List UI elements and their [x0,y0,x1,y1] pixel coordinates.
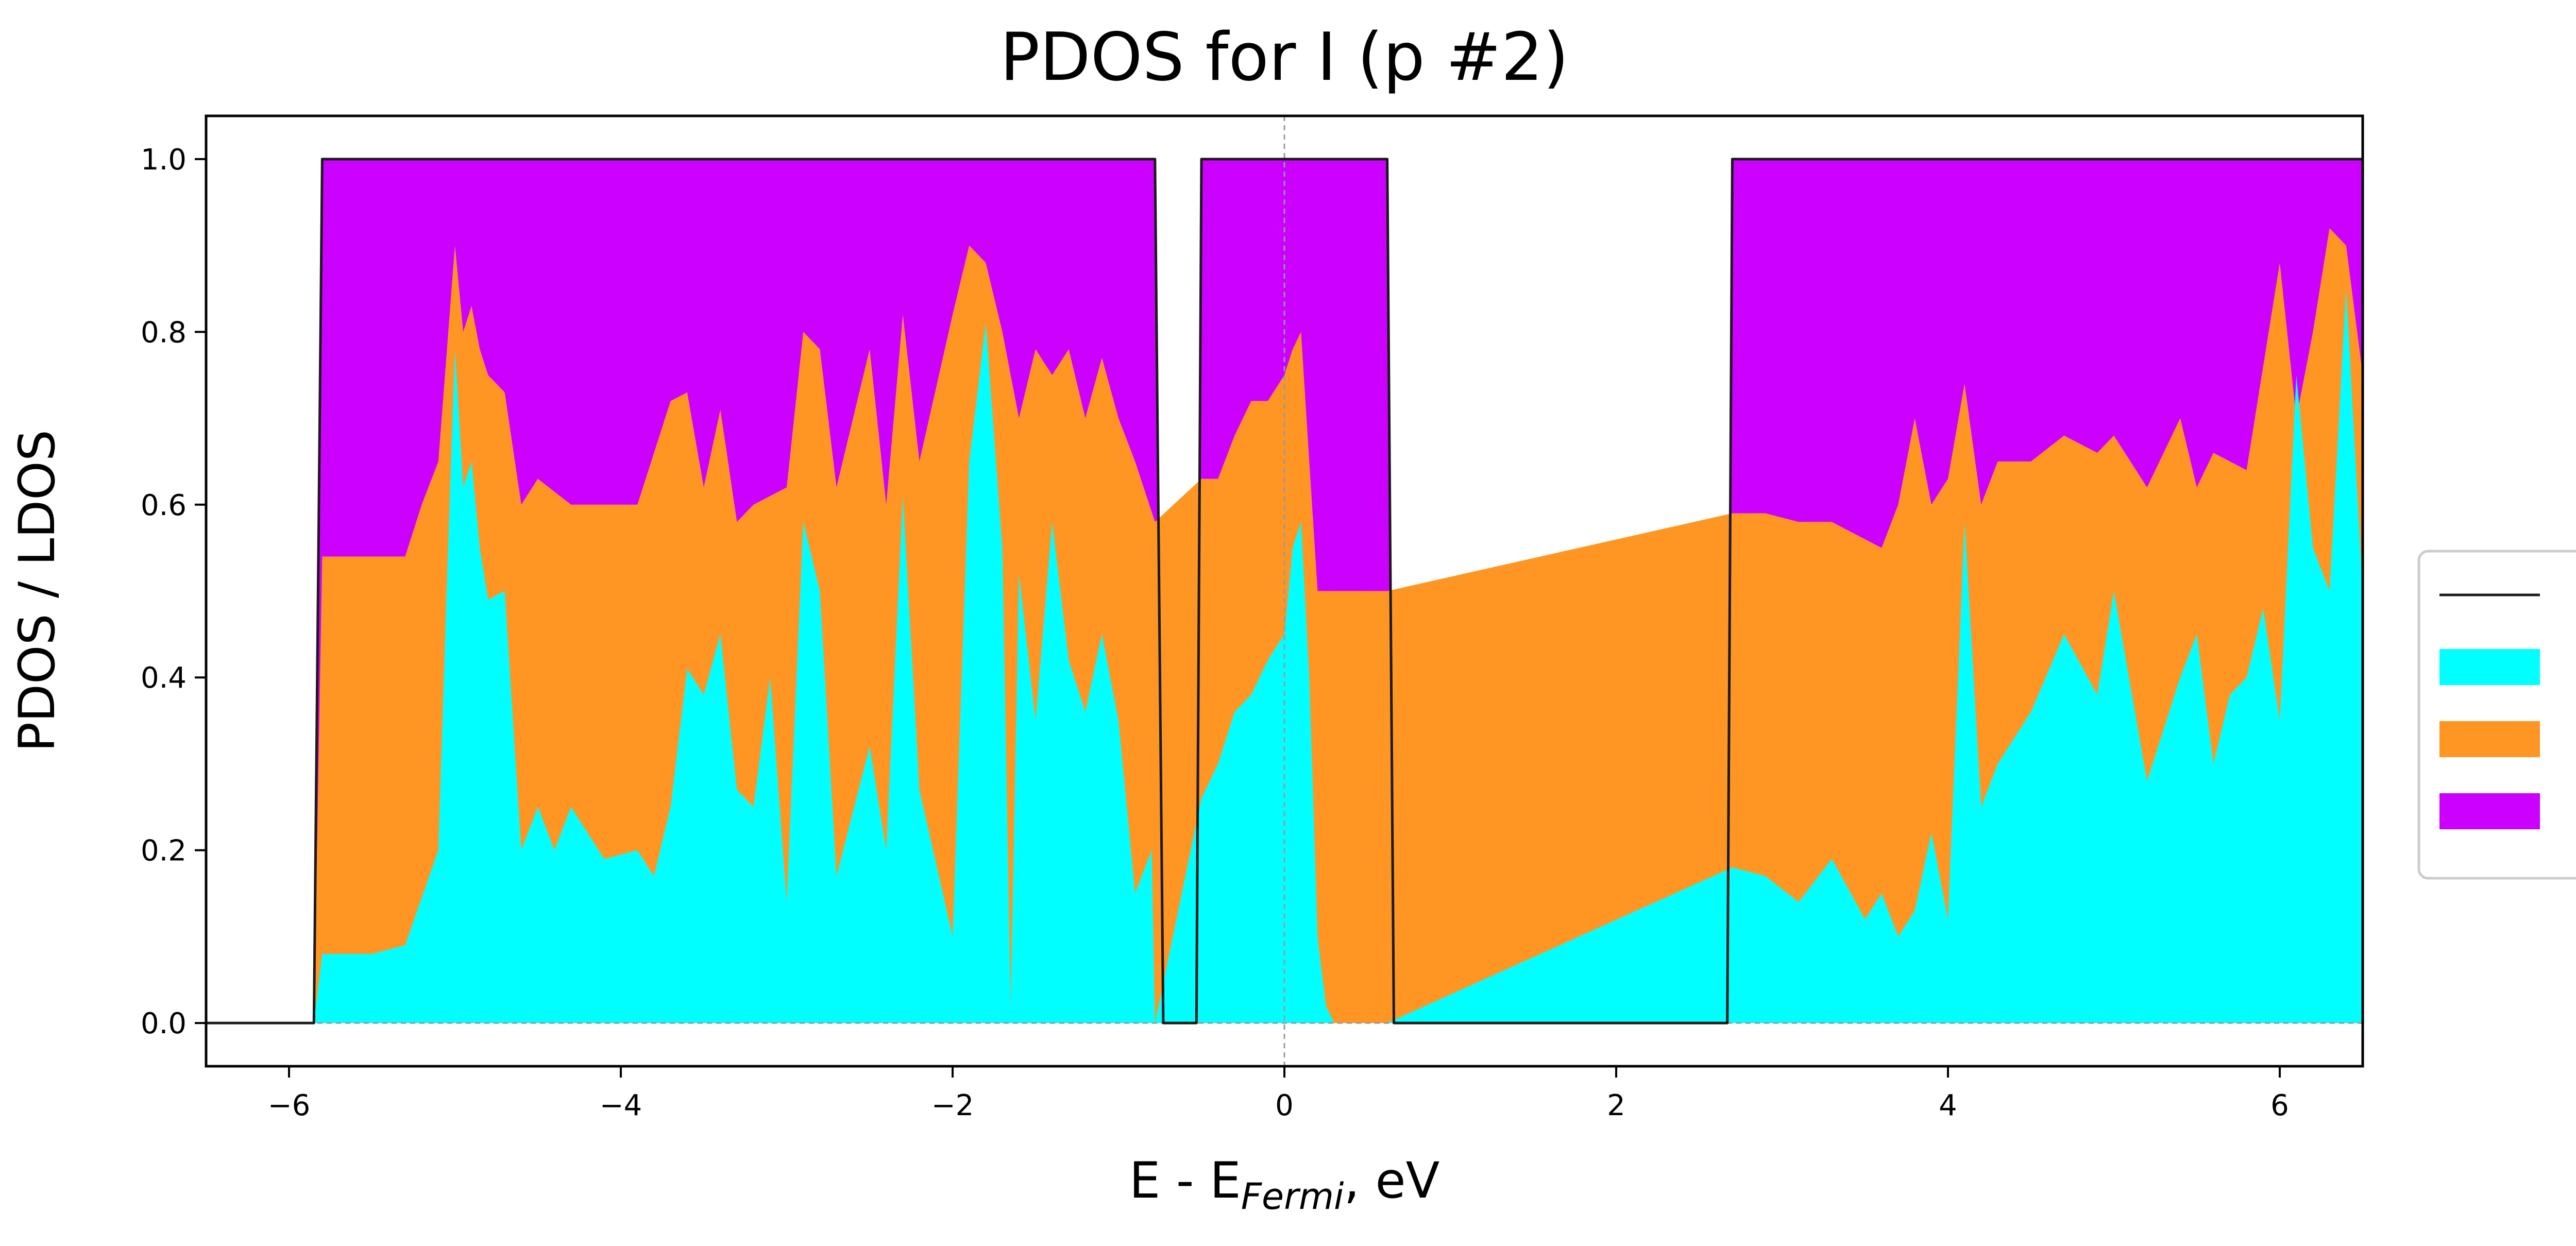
x-axis-label-subscript: Fermi [1241,1175,1344,1218]
area-p-z [314,288,2363,1023]
line-p-total [206,158,2363,1025]
x-axis-label: E - EFermi, eV [1129,1152,1440,1218]
y-tick-label: 1.0 [141,143,187,177]
x-tick-label: 6 [2270,1089,2289,1122]
x-tick-label: −4 [600,1089,642,1122]
y-tick-label: 0.4 [141,661,187,695]
x-axis-label-tail: , eV [1344,1152,1439,1209]
x-tick-label: 2 [1607,1089,1625,1122]
y-tick-label: 0.2 [141,834,187,868]
legend: ppzpypx [2417,550,2576,880]
x-axis: −6 −4 −2 0 2 4 6 [268,1066,2289,1122]
x-tick-label: −6 [268,1089,311,1122]
chart-title: PDOS for I (p #2) [1000,19,1569,96]
y-tick-label: 0.8 [141,316,187,349]
y-tick-label: 0.6 [141,489,187,522]
plot-area [206,116,2363,1066]
legend-swatch-fill [2439,649,2540,685]
x-tick-label: 0 [1275,1089,1294,1122]
y-axis: 0.0 0.2 0.4 0.6 0.8 1.0 [141,143,206,1040]
legend-swatch-fill [2439,793,2540,829]
x-tick-label: −2 [931,1089,974,1122]
y-axis-label: PDOS / LDOS [8,430,66,752]
legend-swatch-fill [2439,721,2540,757]
x-axis-label-main: E - E [1129,1152,1241,1209]
y-tick-label: 0.0 [141,1007,187,1040]
x-tick-label: 4 [1939,1089,1957,1122]
